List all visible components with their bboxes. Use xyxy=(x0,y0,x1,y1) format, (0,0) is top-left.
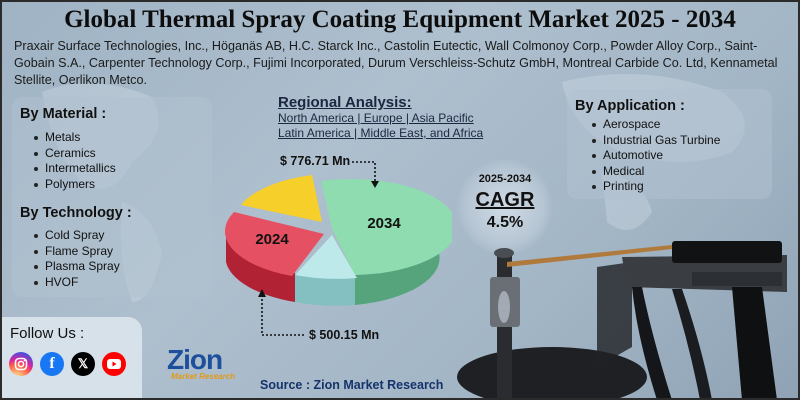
list-item: Ceramics xyxy=(33,146,116,162)
follow-us-section: Follow Us : f 𝕏 xyxy=(2,317,142,398)
list-item: Flame Spray xyxy=(33,244,120,260)
list-item: Plasma Spray xyxy=(33,259,120,275)
by-technology-heading: By Technology : xyxy=(20,205,132,221)
instagram-icon[interactable] xyxy=(9,352,33,376)
pie-slice-red xyxy=(224,212,324,276)
value-2034-arrow xyxy=(352,161,379,188)
value-2024: $ 500.15 Mn xyxy=(309,328,380,342)
page-title: Global Thermal Spray Coating Equipment M… xyxy=(64,6,736,33)
pie-slice-yellow xyxy=(241,175,322,222)
material-list: Metals Ceramics Intermetallics Polymers xyxy=(33,130,116,192)
list-item: Medical xyxy=(591,164,720,180)
cagr-badge: 2025-2034 CAGR 4.5% xyxy=(457,159,553,255)
application-list: Aerospace Industrial Gas Turbine Automot… xyxy=(591,117,720,195)
market-pie-chart: 2034 2024 xyxy=(224,175,452,306)
regional-line-2: Latin America | Middle East, and Africa xyxy=(278,126,484,140)
list-item: HVOF xyxy=(33,275,120,291)
key-companies: Praxair Surface Technologies, Inc., Höga… xyxy=(14,39,778,87)
cagr-period: 2025-2034 xyxy=(478,173,532,185)
application-panel xyxy=(567,89,772,199)
pie-slice-cyan xyxy=(295,235,357,279)
list-item: Cold Spray xyxy=(33,228,120,244)
list-item: Aerospace xyxy=(591,117,720,133)
by-application-heading: By Application : xyxy=(575,98,685,114)
pie-slice-green xyxy=(321,179,452,275)
x-twitter-icon[interactable]: 𝕏 xyxy=(71,352,95,376)
regional-analysis: Regional Analysis: North America | Europ… xyxy=(278,94,518,141)
pie-side-cyan xyxy=(295,273,355,306)
follow-us-title: Follow Us : xyxy=(10,325,85,342)
list-item: Industrial Gas Turbine xyxy=(591,133,720,149)
list-item: Automotive xyxy=(591,148,720,164)
list-item: Polymers xyxy=(33,177,116,193)
by-material-heading: By Material : xyxy=(20,106,107,122)
segments-panel xyxy=(12,97,212,297)
list-item: Metals xyxy=(33,130,116,146)
technology-list: Cold Spray Flame Spray Plasma Spray HVOF xyxy=(33,228,120,290)
cagr-label: CAGR xyxy=(475,189,535,211)
regional-heading: Regional Analysis: xyxy=(278,94,412,111)
logo-subtext: Market Research xyxy=(171,372,236,381)
source-credit: Source : Zion Market Research xyxy=(260,378,444,392)
list-item: Printing xyxy=(591,179,720,195)
logo-wordmark: Zion xyxy=(167,344,223,375)
youtube-icon[interactable] xyxy=(102,352,126,376)
regional-line-1: North America | Europe | Asia Pacific xyxy=(278,111,474,125)
pie-label-2024: 2024 xyxy=(255,231,289,248)
list-item: Intermetallics xyxy=(33,161,116,177)
pie-label-2034: 2034 xyxy=(367,215,401,232)
zion-logo: Zion Market Research xyxy=(167,344,257,386)
spray-gun-illustration xyxy=(457,241,787,398)
value-2034: $ 776.71 Mn xyxy=(280,154,351,168)
cagr-value: 4.5% xyxy=(486,214,524,231)
facebook-icon[interactable]: f xyxy=(40,352,64,376)
value-2024-arrow xyxy=(258,289,306,336)
